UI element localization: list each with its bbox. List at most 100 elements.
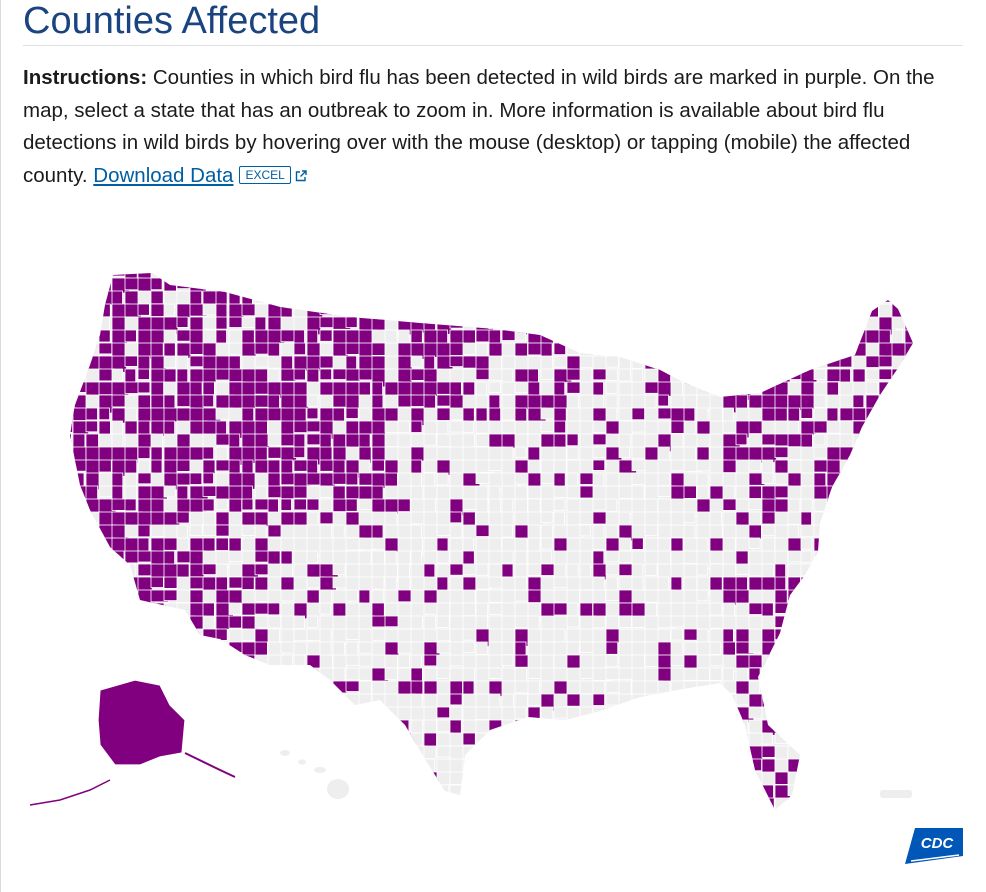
county[interactable] [241,745,259,761]
county[interactable] [280,550,293,565]
county[interactable] [592,589,606,604]
county[interactable] [293,654,306,671]
county[interactable] [852,602,868,616]
county[interactable] [176,654,196,671]
county[interactable] [852,459,866,473]
county[interactable] [410,797,425,810]
county[interactable] [176,771,190,788]
county[interactable] [644,394,657,409]
county[interactable] [241,329,255,345]
county[interactable] [670,368,686,385]
county[interactable] [553,316,572,333]
county[interactable] [852,433,865,453]
county[interactable] [696,316,714,331]
county[interactable] [709,303,727,316]
county[interactable] [748,381,762,393]
county[interactable] [826,265,846,281]
county[interactable] [800,316,816,336]
county[interactable] [618,797,631,810]
county[interactable] [696,797,711,810]
county[interactable] [553,290,570,305]
county[interactable] [163,628,178,643]
county[interactable] [98,459,112,473]
county[interactable] [865,706,882,723]
county[interactable] [267,784,285,799]
county[interactable] [696,265,711,277]
county[interactable] [189,628,203,643]
county[interactable] [293,732,308,747]
county[interactable] [683,511,696,524]
county[interactable] [306,381,321,396]
county[interactable] [722,797,742,810]
county[interactable] [202,265,222,280]
county[interactable] [202,667,217,683]
county[interactable] [124,355,138,367]
county[interactable] [891,589,904,603]
county[interactable] [85,589,104,602]
county[interactable] [813,265,831,283]
county[interactable] [787,758,806,774]
county[interactable] [579,771,597,790]
county[interactable] [345,355,358,370]
county[interactable] [787,797,800,810]
county[interactable] [800,745,814,763]
county[interactable] [423,433,437,446]
county[interactable] [475,394,489,410]
county[interactable] [488,498,502,514]
county[interactable] [878,265,894,283]
county[interactable] [488,265,504,277]
county[interactable] [800,290,818,309]
county[interactable] [163,589,178,602]
county[interactable] [332,602,347,618]
county[interactable] [852,771,869,787]
county[interactable] [918,395,920,413]
county[interactable] [592,719,611,737]
county[interactable] [60,316,75,330]
county[interactable] [918,460,920,475]
county[interactable] [566,368,582,381]
county[interactable] [683,265,701,281]
county[interactable] [410,303,427,317]
county[interactable] [501,550,514,564]
county[interactable] [579,797,593,810]
county[interactable] [449,355,466,368]
county[interactable] [618,732,638,746]
county[interactable] [618,537,631,552]
county[interactable] [826,732,842,748]
county[interactable] [605,407,618,423]
county[interactable] [839,654,856,668]
county[interactable] [579,784,597,800]
county[interactable] [85,576,104,595]
county[interactable] [852,524,868,539]
county[interactable] [878,563,891,580]
county[interactable] [176,290,192,305]
county[interactable] [826,420,842,434]
county[interactable] [423,654,438,667]
county[interactable] [124,771,144,790]
county[interactable] [605,667,621,681]
county[interactable] [878,433,893,447]
county[interactable] [553,693,568,709]
county[interactable] [579,524,591,537]
county[interactable] [800,407,814,419]
county[interactable] [709,771,722,790]
county[interactable] [605,265,619,279]
county[interactable] [85,550,101,564]
county[interactable] [918,525,920,539]
county[interactable] [527,277,544,294]
county[interactable] [722,693,739,709]
county[interactable] [332,563,346,576]
county[interactable] [904,641,917,654]
county[interactable] [345,589,358,602]
county[interactable] [709,472,724,489]
county[interactable] [501,758,516,776]
county[interactable] [918,486,920,497]
county[interactable] [475,537,491,553]
county[interactable] [85,303,97,317]
county[interactable] [436,381,452,395]
county[interactable] [241,654,256,669]
county[interactable] [228,667,242,680]
county[interactable] [475,706,491,720]
county[interactable] [124,628,137,644]
county[interactable] [696,706,712,725]
